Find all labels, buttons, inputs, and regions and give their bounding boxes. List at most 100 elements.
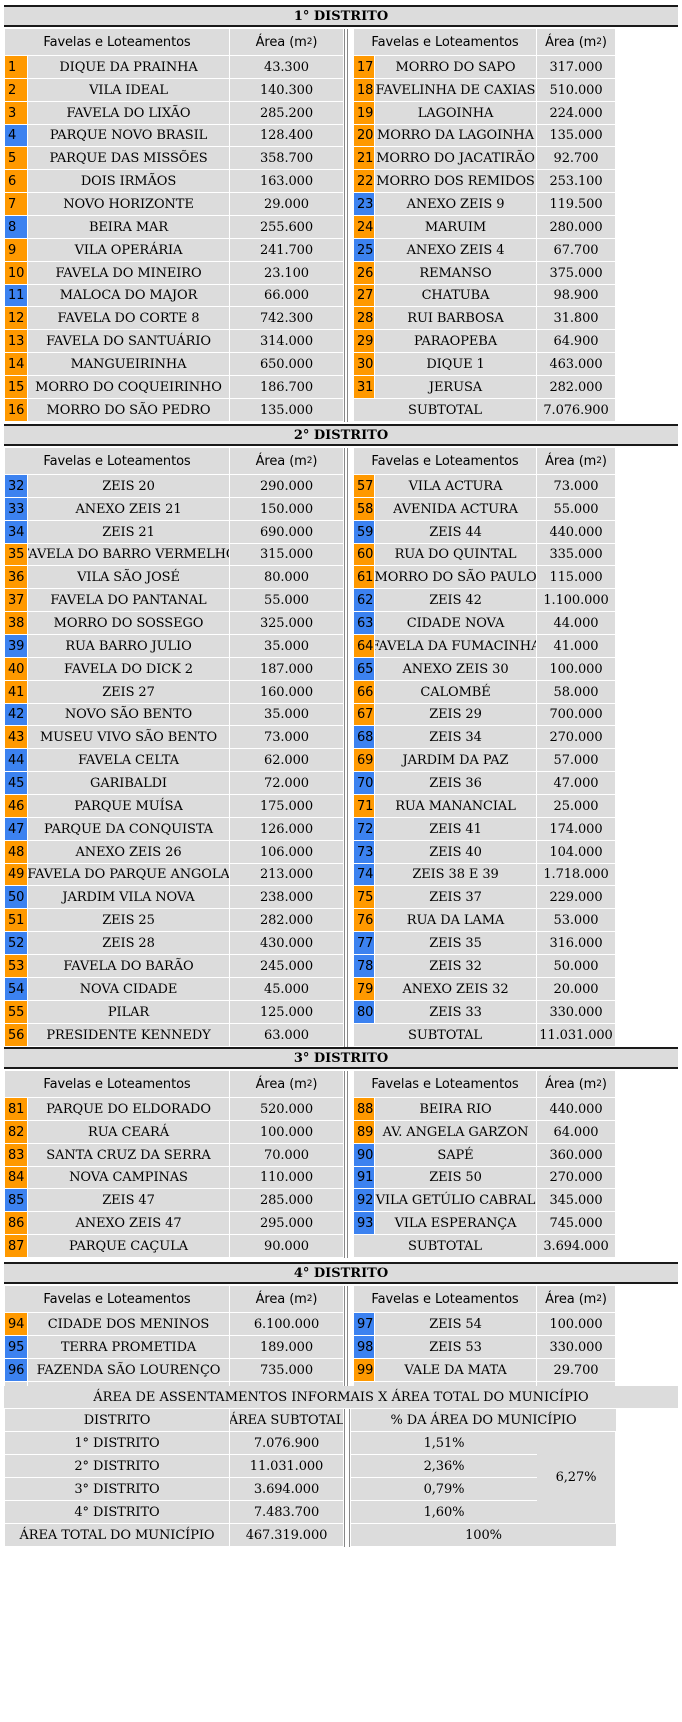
entry-area: 43.300 xyxy=(230,56,343,78)
entry-number: 46 xyxy=(5,795,27,817)
entry-name: RUA DA LAMA xyxy=(375,909,536,931)
entry-area: 187.000 xyxy=(230,658,343,680)
entry-number: 15 xyxy=(5,376,27,398)
entry-area: 335.000 xyxy=(537,544,615,565)
entry-name: MORRO DO SOSSEGO xyxy=(28,612,229,634)
entry-name: BEIRA MAR xyxy=(28,216,229,238)
summary-district: 3° DISTRITO xyxy=(5,1478,229,1500)
entry-name: NOVA CIDADE xyxy=(28,978,229,1000)
area-header-text: Área (m xyxy=(255,1291,307,1307)
entry-name: ANEXO ZEIS 26 xyxy=(28,841,229,863)
entry-number: 70 xyxy=(354,772,374,794)
subtotal-label: SUBTOTAL xyxy=(354,1024,536,1046)
entry-area: 6.100.000 xyxy=(230,1313,343,1335)
entry-area: 285.000 xyxy=(230,1189,343,1211)
entry-number: 85 xyxy=(5,1189,27,1211)
summary-combined-pct: 6,27% xyxy=(537,1432,615,1523)
entry-name: ZEIS 44 xyxy=(375,521,536,543)
entry-number: 88 xyxy=(354,1098,374,1120)
entry-number: 50 xyxy=(5,886,27,908)
entry-name: VILA IDEAL xyxy=(28,79,229,101)
entry-area: 229.000 xyxy=(537,886,615,908)
entry-name: MORRO DO SÃO PEDRO xyxy=(28,399,229,421)
entry-number: 19 xyxy=(354,102,374,124)
entry-name: ZEIS 32 xyxy=(375,955,536,977)
entry-area: 510.000 xyxy=(537,79,615,101)
entry-name: FAVELA DA FUMACINHA xyxy=(375,635,536,657)
entry-name: AVENIDA ACTURA xyxy=(375,498,536,520)
entry-name: FAVELINHA DE CAXIAS xyxy=(375,79,536,101)
area-header-close: ) xyxy=(601,1291,607,1307)
entry-number: 62 xyxy=(354,589,374,611)
entry-number: 39 xyxy=(5,635,27,657)
entry-number: 64 xyxy=(354,635,374,657)
summary-pct: 0,79% xyxy=(351,1478,537,1500)
entry-area: 295.000 xyxy=(230,1212,343,1234)
entry-number: 30 xyxy=(354,353,374,375)
entry-area: 735.000 xyxy=(230,1359,343,1381)
entry-area: 135.000 xyxy=(537,125,615,146)
area-header-close: ) xyxy=(601,34,607,50)
favelas-header: Favelas e Loteamentos xyxy=(5,29,229,55)
entry-name: RUA DO QUINTAL xyxy=(375,544,536,565)
area-header: Área (m 2) xyxy=(230,448,343,474)
entry-area: 290.000 xyxy=(230,475,343,497)
entry-area: 317.000 xyxy=(537,56,615,78)
entry-number: 49 xyxy=(5,864,27,885)
entry-number: 16 xyxy=(5,399,27,421)
entry-name: PARQUE DO ELDORADO xyxy=(28,1098,229,1120)
entry-number: 34 xyxy=(5,521,27,543)
area-header: Área (m 2) xyxy=(230,1071,343,1097)
entry-name: LAGOINHA xyxy=(375,102,536,124)
entry-name: DIQUE DA PRAINHA xyxy=(28,56,229,78)
entry-name: SAPÉ xyxy=(375,1144,536,1166)
entry-area: 742.300 xyxy=(230,307,343,329)
entry-number: 4 xyxy=(5,125,27,146)
entry-area: 104.000 xyxy=(537,841,615,863)
column-separator xyxy=(344,29,348,422)
entry-name: PARQUE DAS MISSÕES xyxy=(28,147,229,169)
entry-name: DOIS IRMÃOS xyxy=(28,170,229,192)
entry-name: FAVELA DO CORTE 8 xyxy=(28,307,229,329)
favelas-header: Favelas e Loteamentos xyxy=(354,1286,536,1312)
entry-area: 58.000 xyxy=(537,681,615,703)
entry-name: RUI BARBOSA xyxy=(375,307,536,329)
column-separator xyxy=(344,1286,348,1405)
entry-number: 96 xyxy=(5,1359,27,1381)
entry-name: ANEXO ZEIS 4 xyxy=(375,239,536,261)
entry-area: 44.000 xyxy=(537,612,615,634)
entry-number: 7 xyxy=(5,193,27,215)
entry-number: 14 xyxy=(5,353,27,375)
summary-area: 3.694.000 xyxy=(230,1478,343,1500)
area-header-close: ) xyxy=(601,1076,607,1092)
summary-header-pct: % DA ÁREA DO MUNICÍPIO xyxy=(351,1409,616,1431)
entry-number: 83 xyxy=(5,1144,27,1166)
entry-number: 52 xyxy=(5,932,27,954)
entry-area: 253.100 xyxy=(537,170,615,192)
entry-name: FAVELA DO MINEIRO xyxy=(28,262,229,284)
entry-area: 163.000 xyxy=(230,170,343,192)
entry-area: 31.800 xyxy=(537,307,615,329)
entry-area: 62.000 xyxy=(230,749,343,771)
entry-number: 97 xyxy=(354,1313,374,1335)
entry-number: 76 xyxy=(354,909,374,931)
entry-number: 35 xyxy=(5,544,27,565)
entry-area: 189.000 xyxy=(230,1336,343,1358)
entry-name: ZEIS 36 xyxy=(375,772,536,794)
entry-area: 285.200 xyxy=(230,102,343,124)
entry-area: 80.000 xyxy=(230,566,343,588)
entry-area: 140.300 xyxy=(230,79,343,101)
favelas-header: Favelas e Loteamentos xyxy=(5,448,229,474)
favelas-header: Favelas e Loteamentos xyxy=(5,1071,229,1097)
area-header-text: Área (m xyxy=(255,1076,307,1092)
entry-area: 241.700 xyxy=(230,239,343,261)
entry-name: VILA ESPERANÇA xyxy=(375,1212,536,1234)
entry-number: 58 xyxy=(354,498,374,520)
subtotal-value: 7.076.900 xyxy=(537,399,615,421)
area-header-text: Área (m xyxy=(255,34,307,50)
entry-area: 1.100.000 xyxy=(537,589,615,611)
entry-name: PARQUE CAÇULA xyxy=(28,1235,229,1257)
entry-number: 41 xyxy=(5,681,27,703)
entry-area: 440.000 xyxy=(537,1098,615,1120)
entry-name: JARDIM DA PAZ xyxy=(375,749,536,771)
